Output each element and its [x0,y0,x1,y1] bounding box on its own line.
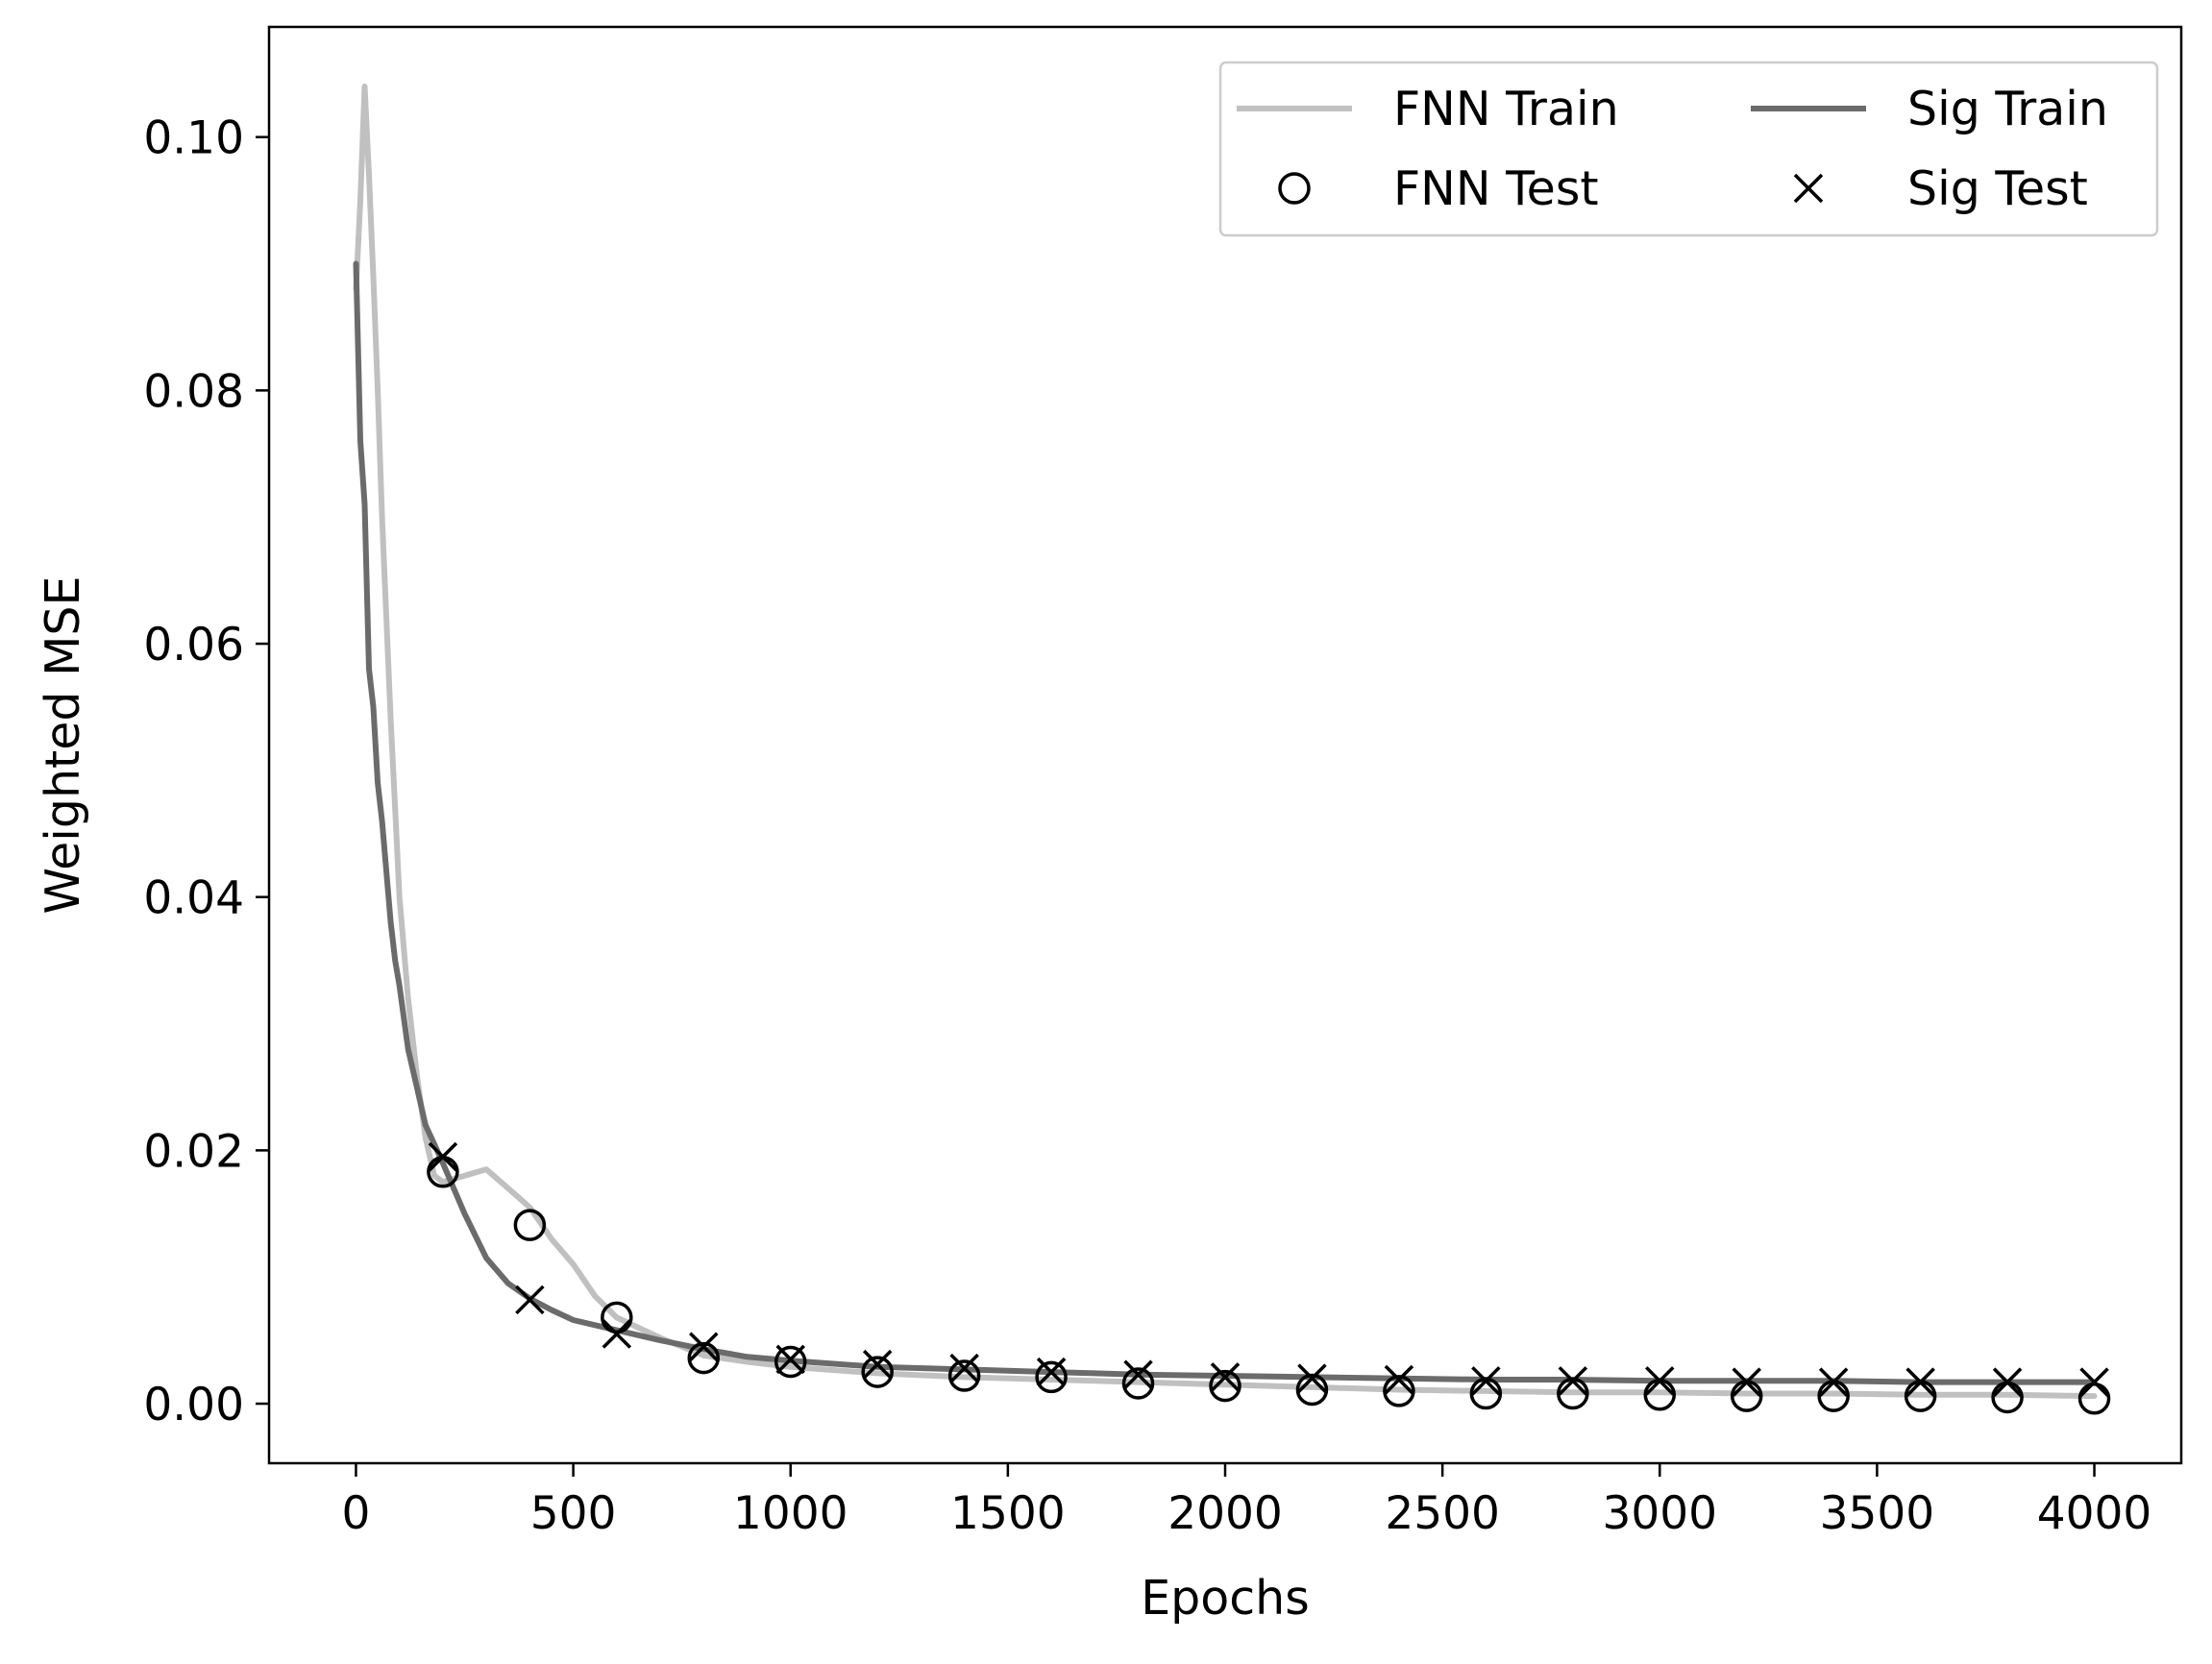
y-tick-label: 0.10 [143,112,244,165]
x-tick-label: 0 [342,1487,371,1540]
fnn-test-point [1035,1360,1068,1394]
fnn-test-point [774,1345,807,1379]
x-tick-label: 2000 [1167,1487,1283,1540]
x-tick-label: 4000 [2037,1487,2152,1540]
sig-test-point [775,1344,805,1375]
sig-test-point [2079,1367,2109,1397]
sig-test-point [1818,1367,1849,1397]
x-axis: 0 500 1000 1500 2000 2500 3000 3500 4000 [342,1463,2152,1540]
sig-test-point [1210,1362,1241,1392]
y-tick-label: 0.08 [143,365,244,418]
sig-test-point [1297,1363,1327,1393]
y-tick-label: 0.02 [143,1125,244,1178]
sig-test-point [1558,1366,1588,1396]
legend-label-fnn-test: FNN Test [1393,161,1599,216]
sig-test-point [1471,1366,1501,1396]
sig-test-point [1384,1364,1414,1395]
x-axis-title: Epochs [1141,1571,1310,1626]
sig-test-point [949,1353,979,1383]
fnn-test-point [513,1209,547,1241]
series-line-sig-train [353,260,2098,1385]
x-tick-label: 500 [530,1487,617,1540]
sig-test-point [1645,1366,1675,1396]
sig-test-point [1036,1357,1067,1387]
legend-label-sig-test: Sig Test [1907,161,2088,216]
sig-test-point [515,1285,545,1315]
sig-test-point [1905,1367,1935,1397]
sig-test-point [602,1319,632,1349]
y-tick-label: 0.06 [143,619,244,672]
series-layer [353,84,2111,1415]
y-axis-title: Weighted MSE [36,576,90,915]
sig-test-point [862,1349,893,1380]
fnn-test-point [687,1341,721,1375]
fnn-test-point [861,1356,894,1388]
fnn-test-point [1295,1373,1329,1407]
legend: FNN Train FNN Test Sig Train Sig Test [1218,61,2159,237]
sig-test-point [428,1141,458,1172]
legend-handle-sig-test [1793,173,1824,204]
legend-label-fnn-train: FNN Train [1393,82,1619,136]
fnn-test-point [1383,1375,1415,1407]
sig-test-point [689,1332,719,1361]
sig-test-point [1123,1359,1153,1389]
sig-test-point [1732,1367,1761,1397]
legend-handle-fnn-test [1278,172,1311,205]
fnn-test-point [947,1359,981,1392]
x-tick-label: 3000 [1602,1487,1717,1540]
sig-test-point [1992,1367,2023,1397]
y-axis: 0.00 0.02 0.04 0.06 0.08 0.10 [143,112,269,1432]
x-tick-label: 3500 [1820,1487,1935,1540]
x-tick-label: 2500 [1385,1487,1500,1540]
x-tick-label: 1000 [733,1487,848,1540]
legend-box [1218,61,2159,237]
fnn-test-point [1121,1367,1155,1400]
legend-label-sig-train: Sig Train [1907,82,2108,136]
y-tick-label: 0.00 [143,1379,244,1432]
fnn-test-point [1209,1369,1241,1403]
y-tick-label: 0.04 [143,872,244,925]
series-line-fnn-train [353,84,2098,1400]
x-tick-label: 1500 [950,1487,1066,1540]
